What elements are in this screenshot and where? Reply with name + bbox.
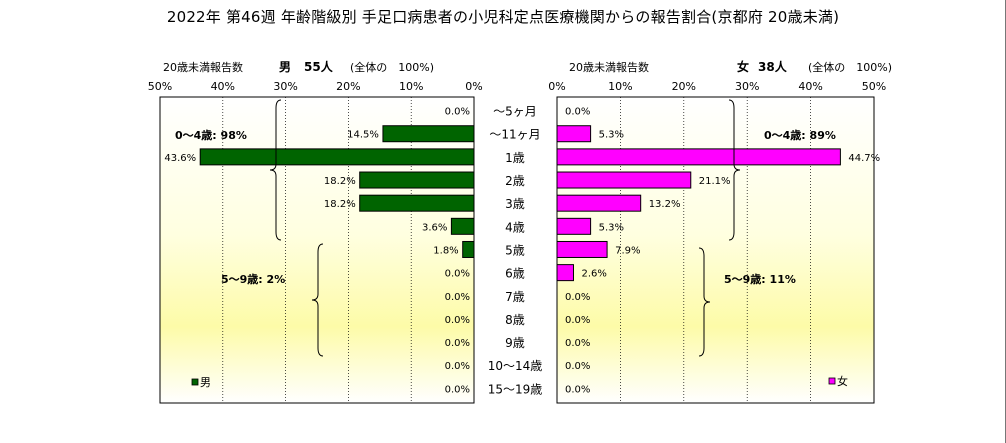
male-header-total: (全体の 100%) <box>350 60 434 74</box>
male-value-label: 0.0% <box>445 361 470 372</box>
female-value-label: 0.0% <box>565 384 590 395</box>
category-label: 8歳 <box>505 313 525 327</box>
female-value-label: 0.0% <box>565 107 590 118</box>
category-label: 3歳 <box>505 197 525 211</box>
female-bar <box>556 240 608 258</box>
male-header-label: 20歳未満報告数 <box>163 61 243 74</box>
female-value-label: 5.3% <box>599 130 624 141</box>
category-label: 4歳 <box>505 220 525 234</box>
male-value-label: 0.0% <box>445 338 470 349</box>
category-label: 9歳 <box>505 336 525 350</box>
female-value-label: 7.9% <box>615 245 640 256</box>
male-bar <box>359 171 475 189</box>
female-x-tick-label: 50% <box>862 80 886 93</box>
male-x-tick-label: 0% <box>465 80 482 93</box>
male-value-label: 14.5% <box>347 130 379 141</box>
female-value-label: 2.6% <box>581 269 606 280</box>
male-value-label: 18.2% <box>324 176 356 187</box>
male-value-label: 1.8% <box>433 245 458 256</box>
category-label: 15～19歳 <box>488 382 543 396</box>
female-value-label: 0.0% <box>565 361 590 372</box>
female-x-tick-label: 20% <box>672 80 696 93</box>
female-header-total: (全体の 100%) <box>808 60 892 74</box>
male-x-tick-label: 50% <box>148 80 172 93</box>
chart-title: 2022年 第46週 年齢階級別 手足口病患者の小児科定点医療機関からの報告割合… <box>166 8 840 26</box>
male-header-sex: 男 <box>279 60 291 74</box>
female-bar <box>556 217 592 235</box>
male-brace-0-4 <box>269 99 282 241</box>
female-header-label: 20歳未満報告数 <box>569 61 649 74</box>
male-value-label: 0.0% <box>445 384 470 395</box>
category-label: 1歳 <box>505 151 525 165</box>
male-value-label: 3.6% <box>422 222 447 233</box>
female-bar <box>556 171 692 189</box>
male-x-tick-label: 20% <box>336 80 360 93</box>
female-value-label: 44.7% <box>848 153 880 164</box>
male-bar <box>199 148 475 166</box>
male-bar <box>450 217 475 235</box>
category-label: 2歳 <box>505 174 525 188</box>
female-bar <box>556 148 841 166</box>
male-value-label: 18.2% <box>324 199 356 210</box>
male-x-tick-label: 30% <box>273 80 297 93</box>
male-x-tick-label: 10% <box>399 80 423 93</box>
female-bar <box>556 125 592 143</box>
female-x-tick-label: 30% <box>735 80 759 93</box>
female-bar <box>556 194 642 212</box>
female-legend-label: 女 <box>837 374 848 388</box>
category-label: ～11ヶ月 <box>489 128 540 142</box>
category-label: 7歳 <box>505 290 525 304</box>
category-label: 6歳 <box>505 267 525 281</box>
male-bar <box>359 194 475 212</box>
female-value-label: 0.0% <box>565 292 590 303</box>
male-plot-area <box>159 96 475 404</box>
female-legend-swatch <box>828 377 836 385</box>
male-group-5-9-label: 5～9歳: 2% <box>221 272 285 286</box>
female-x-tick-label: 40% <box>798 80 822 93</box>
male-bar <box>462 240 475 258</box>
male-header-count: 55人 <box>304 59 334 74</box>
male-legend-label: 男 <box>200 376 211 389</box>
female-bar <box>556 264 574 282</box>
female-x-tick-label: 0% <box>548 80 565 93</box>
female-header-count: 38人 <box>758 59 788 74</box>
female-brace-5-9 <box>698 247 711 357</box>
male-bar <box>382 125 475 143</box>
female-group-5-9-label: 5～9歳: 11% <box>724 272 796 286</box>
female-value-label: 13.2% <box>649 199 681 210</box>
male-value-label: 43.6% <box>164 153 196 164</box>
male-group-0-4-label: 0～4歳: 98% <box>175 128 247 142</box>
category-label: ～5ヶ月 <box>493 105 537 119</box>
male-brace-5-9 <box>311 243 324 357</box>
female-value-label: 0.0% <box>565 315 590 326</box>
female-value-label: 21.1% <box>699 176 731 187</box>
male-value-label: 0.0% <box>445 107 470 118</box>
female-brace-0-4 <box>728 99 741 241</box>
male-value-label: 0.0% <box>445 269 470 280</box>
female-header-sex: 女 <box>737 59 749 74</box>
category-label: 5歳 <box>505 243 525 257</box>
male-x-tick-label: 40% <box>211 80 235 93</box>
female-value-label: 0.0% <box>565 338 590 349</box>
female-group-0-4-label: 0～4歳: 89% <box>764 128 836 142</box>
category-label: 10～14歳 <box>488 359 543 373</box>
female-plot-area <box>556 96 875 404</box>
male-value-label: 0.0% <box>445 315 470 326</box>
female-value-label: 5.3% <box>599 222 624 233</box>
male-value-label: 0.0% <box>445 292 470 303</box>
male-legend-swatch <box>191 378 199 386</box>
female-x-tick-label: 10% <box>608 80 632 93</box>
